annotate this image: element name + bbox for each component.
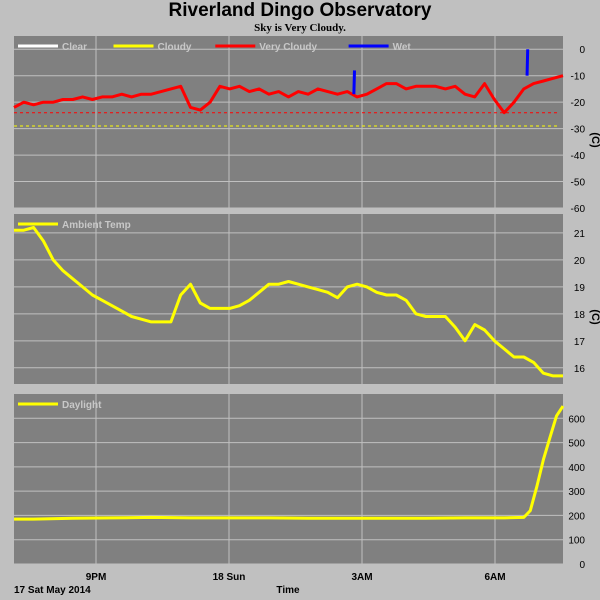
y-tick-label: 100 [568, 536, 585, 547]
y-tick-label: 21 [574, 229, 586, 240]
series-wet-mark [525, 49, 530, 76]
y-tick-label: 400 [568, 463, 585, 474]
x-tick-label: 18 Sun [213, 572, 246, 583]
y-axis-units: (C) [589, 132, 600, 148]
y-tick-label: 500 [568, 439, 585, 450]
y-tick-label: 16 [574, 364, 586, 375]
y-tick-label: 20 [574, 256, 586, 267]
y-axis-units: (C) [589, 309, 600, 325]
y-tick-label: 300 [568, 487, 585, 498]
legend-label: Wet [393, 42, 412, 53]
y-tick-label: -60 [571, 204, 586, 215]
series-ambient-temp [14, 226, 563, 378]
series-very-cloudy [13, 74, 564, 115]
y-tick-label: -10 [571, 72, 586, 83]
y-tick-label: -40 [571, 151, 586, 162]
y-tick-label: 19 [574, 283, 586, 294]
x-tick-label: 3AM [351, 572, 372, 583]
plot-area [14, 36, 563, 208]
x-tick-label: 9PM [86, 572, 107, 583]
series-wet-mark [352, 70, 357, 95]
chart-panel-3: 600 500 400 300 200 100 0 9PM 18 Sun 3AM 6AM Daylig… [14, 394, 585, 583]
y-tick-label: 200 [568, 511, 585, 522]
y-tick-label: 18 [574, 310, 586, 321]
legend-label: Very Cloudy [259, 42, 317, 53]
y-tick-label: 0 [579, 560, 585, 571]
date-label: 17 Sat May 2014 [14, 585, 91, 596]
chart-panel-2: 21 20 19 18 17 16 (C) Ambient Temp [14, 214, 600, 384]
plot-area [14, 214, 563, 384]
series-daylight [14, 405, 565, 521]
y-tick-label: 600 [568, 414, 585, 425]
y-tick-label: -30 [571, 125, 586, 136]
y-tick-label: 17 [574, 337, 586, 348]
sky-status: Sky is Very Cloudy. [254, 22, 346, 34]
legend-label: Ambient Temp [62, 220, 131, 231]
legend-label: Daylight [62, 400, 102, 411]
legend-label: Cloudy [158, 42, 192, 53]
y-tick-label: -50 [571, 178, 586, 189]
y-tick-label: -20 [571, 98, 586, 109]
chart-panel-1: 0 -10 -20 -30 -40 -50 -60 (C) Clear Cloudy Very Cl… [13, 36, 600, 215]
plot-area [14, 394, 563, 564]
legend-label: Clear [62, 42, 87, 53]
page-title: Riverland Dingo Observatory [168, 0, 432, 21]
x-axis-label: Time [276, 585, 300, 596]
x-tick-label: 6AM [484, 572, 505, 583]
y-tick-label: 0 [579, 45, 585, 56]
